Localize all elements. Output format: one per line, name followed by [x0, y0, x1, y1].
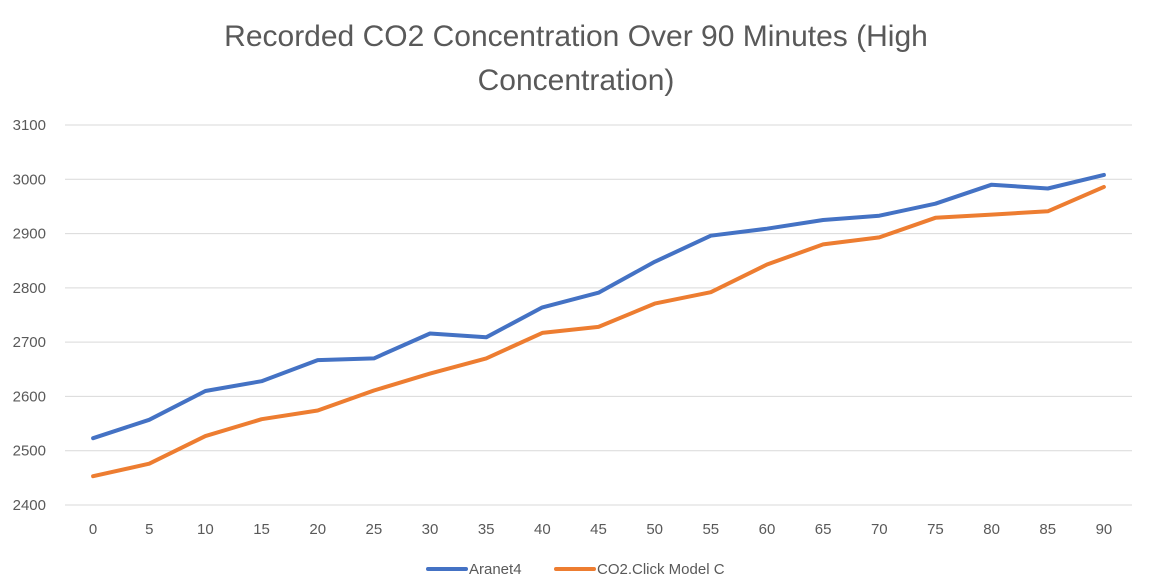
y-tick-label: 2900	[13, 226, 46, 243]
x-tick-label: 80	[983, 521, 1000, 538]
gridlines	[65, 124, 1132, 506]
x-tick-label: 45	[590, 521, 607, 538]
legend-label: CO2.Click Model C	[597, 561, 725, 578]
legend-entry: Aranet4	[426, 561, 522, 578]
x-tick-label: 85	[1039, 521, 1056, 538]
series-line-co2-click-model-c	[91, 184, 1106, 479]
legend-entry: CO2.Click Model C	[554, 561, 725, 578]
x-tick-label: 10	[197, 521, 214, 538]
x-tick-label: 35	[478, 521, 495, 538]
series-lines	[91, 172, 1106, 479]
x-tick-label: 75	[927, 521, 944, 538]
series-line-aranet4	[91, 172, 1106, 441]
x-axis-tick-labels: 0 5 10 15 20 25 30 35 40 45 50 55 60 65 70 75 80 85 90	[89, 521, 1112, 538]
y-tick-label: 2400	[13, 497, 46, 514]
x-tick-label: 70	[871, 521, 888, 538]
y-axis-tick-labels: 2400 2500 2600 2700 2800 2900 3000 3100	[13, 117, 46, 514]
y-tick-label: 2700	[13, 334, 46, 351]
y-tick-label: 3000	[13, 171, 46, 188]
x-tick-label: 40	[534, 521, 551, 538]
x-tick-label: 90	[1096, 521, 1113, 538]
y-tick-label: 2600	[13, 388, 46, 405]
x-tick-label: 15	[253, 521, 270, 538]
y-tick-label: 2500	[13, 443, 46, 460]
y-tick-label: 2800	[13, 280, 46, 297]
x-tick-label: 55	[702, 521, 719, 538]
x-tick-label: 65	[815, 521, 832, 538]
x-tick-label: 5	[145, 521, 153, 538]
x-tick-label: 20	[309, 521, 326, 538]
x-tick-label: 30	[422, 521, 439, 538]
y-tick-label: 3100	[13, 117, 46, 134]
legend: Aranet4 CO2.Click Model C	[426, 561, 725, 578]
x-tick-label: 0	[89, 521, 97, 538]
legend-label: Aranet4	[469, 561, 522, 578]
x-tick-label: 25	[366, 521, 383, 538]
chart-title-line-1: Recorded CO2 Concentration Over 90 Minut…	[224, 20, 928, 53]
x-tick-label: 50	[646, 521, 663, 538]
chart-title: Recorded CO2 Concentration Over 90 Minut…	[224, 20, 928, 97]
x-tick-label: 60	[759, 521, 776, 538]
chart-title-line-2: Concentration)	[478, 64, 675, 97]
